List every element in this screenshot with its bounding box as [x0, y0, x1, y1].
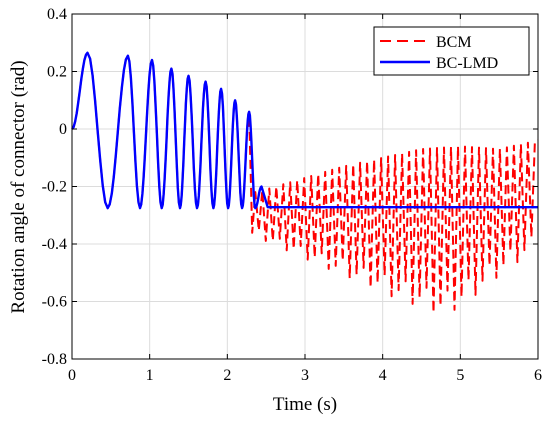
y-axis-label: Rotation angle of connector (rad) [8, 60, 29, 313]
x-tick-label: 1 [146, 367, 154, 384]
x-tick-label: 6 [534, 367, 542, 384]
legend-box [373, 26, 530, 76]
legend-label-bcm: BCM [436, 34, 472, 51]
axis-ticks: 0 1 2 3 4 5 6 0.4 0.2 0 -0.2 -0.4 -0.6 -0.8 [42, 6, 542, 384]
y-tick-label: 0.2 [47, 64, 67, 81]
x-tick-label: 4 [379, 367, 387, 384]
legend-label-bc-lmd: BC-LMD [436, 55, 498, 72]
x-tick-label: 2 [223, 367, 231, 384]
series-line-bc-lmd [71, 51, 538, 210]
legend: BCM BC-LMD [373, 26, 530, 76]
series-line-bcm [71, 51, 539, 314]
y-tick-label: -0.8 [42, 351, 67, 368]
y-tick-label: -0.6 [42, 294, 67, 311]
x-tick-label: 3 [301, 367, 309, 384]
y-tick-label: -0.4 [42, 236, 67, 253]
x-axis-label: Time (s) [273, 394, 337, 415]
plot-area [71, 51, 539, 314]
y-tick-label: 0.4 [47, 6, 67, 23]
x-tick-label: 0 [68, 367, 76, 384]
x-tick-label: 5 [456, 367, 464, 384]
y-tick-label: 0 [59, 121, 67, 138]
y-tick-label: -0.2 [42, 179, 67, 196]
